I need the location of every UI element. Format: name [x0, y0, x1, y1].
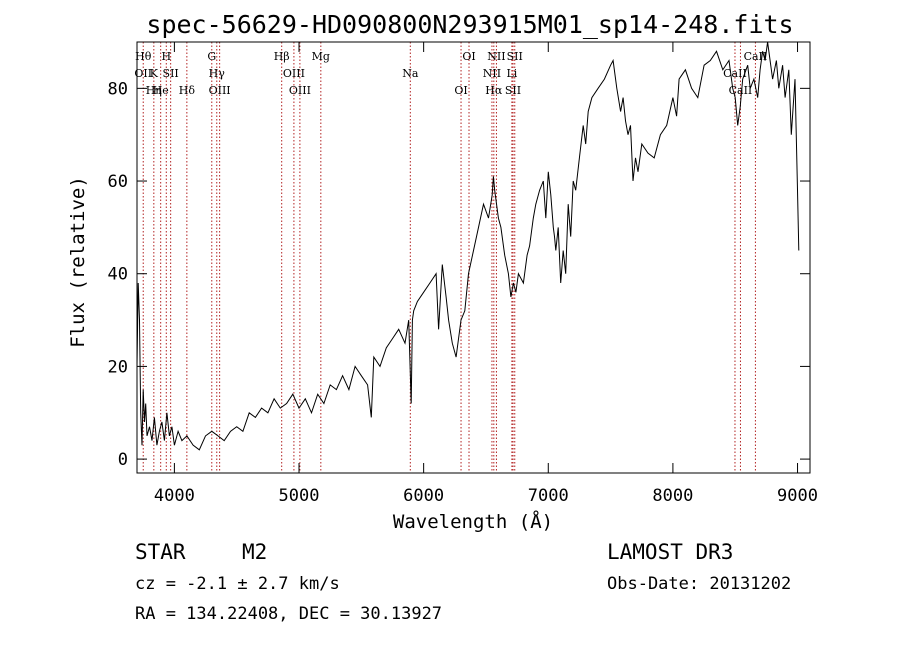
line-marker-label: K [150, 67, 159, 80]
object-class: STAR [135, 540, 186, 564]
x-tick-label: 7000 [528, 486, 569, 506]
line-marker-label: NII [483, 67, 501, 80]
x-axis-label: Wavelength (Å) [393, 510, 553, 533]
line-marker-label: G [207, 50, 216, 63]
y-tick-label: 20 [108, 357, 128, 377]
line-marker-label: SII [163, 67, 179, 80]
y-axis-label: Flux (relative) [67, 176, 89, 348]
line-marker-label: NII [487, 50, 505, 63]
x-tick-label: 6000 [403, 486, 444, 506]
line-marker-label: SII [507, 50, 523, 63]
line-marker-labels: HθOIIKHηHeHSIIHδGHγOIIIHβOIIIOIIIMgNaOIO… [134, 50, 767, 97]
y-axis-ticks: 0 20 40 60 80 [108, 79, 810, 470]
redshift-info: cz = -2.1 ± 2.7 km/s [135, 574, 340, 594]
line-marker-label: Hη [146, 84, 162, 97]
line-marker-label: Hα [485, 84, 503, 97]
line-marker-label: OI [462, 50, 475, 63]
line-marker-label: He [153, 84, 169, 97]
flux-series-line [136, 41, 800, 451]
plot-frame [136, 41, 811, 474]
y-tick-label: 40 [108, 265, 128, 285]
y-tick-label: 0 [118, 450, 128, 470]
y-tick-label: 60 [108, 172, 128, 192]
x-tick-label: 9000 [777, 486, 818, 506]
coordinates: RA = 134.22408, DEC = 30.13927 [135, 604, 443, 624]
line-marker-label: OIII [209, 84, 231, 97]
line-marker-label: Mg [312, 50, 330, 63]
line-marker-label: Hδ [179, 84, 196, 97]
line-marker-label: H [161, 50, 171, 63]
line-marker-label: Li [506, 67, 517, 80]
x-axis-ticks: 4000 5000 6000 7000 8000 9000 [154, 42, 818, 506]
line-marker-label: Hθ [135, 50, 152, 63]
object-subclass: M2 [242, 540, 268, 564]
line-marker-label: OII [134, 67, 152, 80]
line-marker-label: Hγ [209, 67, 226, 80]
observation-date: Obs-Date: 20131202 [607, 574, 792, 594]
line-marker-label: OI [454, 84, 467, 97]
line-marker-label: OIII [289, 84, 311, 97]
x-tick-label: 4000 [154, 486, 195, 506]
x-tick-label: 5000 [279, 486, 320, 506]
line-marker-label: Hβ [274, 50, 290, 63]
y-tick-label: 80 [108, 79, 128, 99]
line-marker-label: CaII [723, 67, 747, 80]
line-marker-label: OIII [283, 67, 305, 80]
survey-name: LAMOST DR3 [607, 540, 734, 564]
line-marker-label: SII [505, 84, 521, 97]
line-marker-label: Na [402, 67, 419, 80]
line-markers [142, 42, 756, 473]
x-tick-label: 8000 [652, 486, 693, 506]
chart-title: spec-56629-HD090800N293915M01_sp14-248.f… [146, 10, 793, 39]
